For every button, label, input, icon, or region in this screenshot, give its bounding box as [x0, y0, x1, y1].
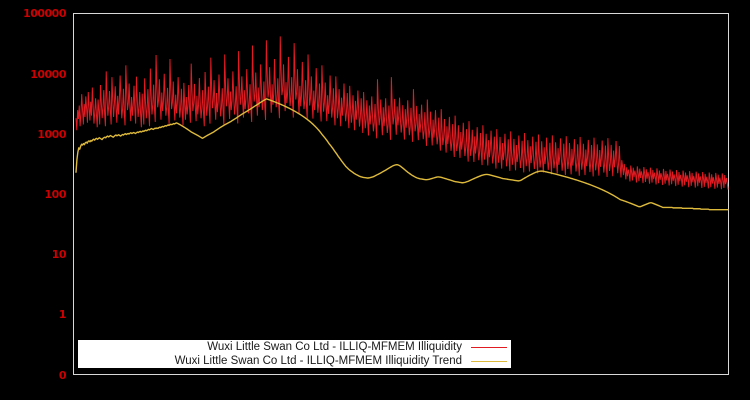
- y-tick-label: 1000: [37, 128, 66, 141]
- y-tick-label: 100000: [23, 7, 66, 20]
- y-tick-label: 0: [58, 369, 67, 382]
- legend-swatch-illiquidity-trend: [471, 360, 507, 362]
- y-tick-label: 100: [44, 188, 67, 201]
- y-tick-label: 1: [58, 308, 67, 321]
- legend-item: Wuxi Little Swan Co Ltd - ILLIQ-MFMEM Il…: [78, 354, 511, 368]
- plot-area: [73, 13, 729, 375]
- legend-swatch-illiquidity: [471, 346, 507, 348]
- legend-item: Wuxi Little Swan Co Ltd - ILLIQ-MFMEM Il…: [78, 340, 511, 354]
- legend-label: Wuxi Little Swan Co Ltd - ILLIQ-MFMEM Il…: [174, 355, 462, 367]
- legend: Wuxi Little Swan Co Ltd - ILLIQ-MFMEM Il…: [78, 340, 511, 368]
- y-tick-label: 10: [51, 248, 67, 261]
- y-tick-label: 10000: [30, 68, 66, 81]
- legend-label: Wuxi Little Swan Co Ltd - ILLIQ-MFMEM Il…: [207, 341, 462, 353]
